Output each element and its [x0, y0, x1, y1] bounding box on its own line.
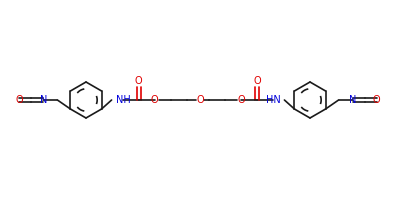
Text: O: O: [16, 95, 23, 105]
Text: NH: NH: [116, 95, 130, 105]
Text: O: O: [196, 95, 204, 105]
Text: N: N: [40, 95, 47, 105]
Text: HN: HN: [266, 95, 280, 105]
Text: O: O: [373, 95, 380, 105]
Text: O: O: [135, 76, 142, 86]
Text: O: O: [254, 76, 261, 86]
Text: N: N: [349, 95, 356, 105]
Text: O: O: [151, 95, 158, 105]
Text: O: O: [238, 95, 245, 105]
